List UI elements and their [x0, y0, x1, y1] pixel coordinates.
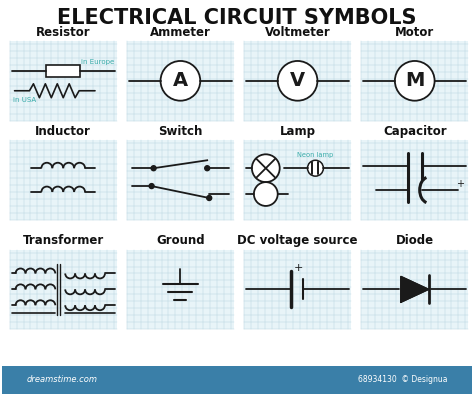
Bar	[46, 65, 80, 77]
Bar	[361, 250, 468, 329]
Polygon shape	[401, 276, 428, 302]
Bar	[244, 41, 351, 120]
Text: DC voltage source: DC voltage source	[237, 234, 358, 247]
Circle shape	[149, 184, 154, 188]
Text: Neon lamp: Neon lamp	[297, 152, 334, 158]
Text: dreamstime.com: dreamstime.com	[27, 375, 98, 384]
Text: +: +	[294, 263, 303, 273]
Text: Ground: Ground	[156, 234, 205, 247]
Bar	[127, 250, 234, 329]
Text: Diode: Diode	[396, 234, 434, 247]
Circle shape	[205, 166, 210, 171]
Text: +: +	[456, 179, 465, 189]
Circle shape	[252, 154, 280, 182]
Text: Capacitor: Capacitor	[383, 125, 447, 138]
Text: in Europe: in Europe	[81, 59, 114, 65]
Text: in USA: in USA	[13, 97, 36, 103]
Circle shape	[395, 61, 435, 101]
Text: Voltmeter: Voltmeter	[264, 26, 330, 39]
Text: Ammeter: Ammeter	[150, 26, 211, 39]
Bar	[9, 41, 117, 120]
Circle shape	[254, 182, 278, 206]
Bar	[361, 140, 468, 220]
Circle shape	[207, 196, 212, 201]
Text: Switch: Switch	[158, 125, 202, 138]
Bar	[9, 140, 117, 220]
Text: Inductor: Inductor	[35, 125, 91, 138]
Circle shape	[278, 61, 318, 101]
Text: Transformer: Transformer	[23, 234, 104, 247]
Text: M: M	[405, 71, 424, 90]
Circle shape	[308, 160, 323, 176]
Text: Resistor: Resistor	[36, 26, 91, 39]
Text: Motor: Motor	[395, 26, 434, 39]
Bar	[2, 366, 472, 393]
Bar	[361, 41, 468, 120]
Text: V: V	[290, 71, 305, 90]
Bar	[9, 250, 117, 329]
Bar	[127, 140, 234, 220]
Text: A: A	[173, 71, 188, 90]
Bar	[244, 140, 351, 220]
Bar	[244, 250, 351, 329]
Circle shape	[151, 166, 156, 171]
Circle shape	[161, 61, 200, 101]
Bar	[127, 41, 234, 120]
Text: Lamp: Lamp	[280, 125, 316, 138]
Text: 68934130  © Designua: 68934130 © Designua	[358, 375, 447, 384]
Text: ELECTRICAL CIRCUIT SYMBOLS: ELECTRICAL CIRCUIT SYMBOLS	[57, 8, 417, 28]
